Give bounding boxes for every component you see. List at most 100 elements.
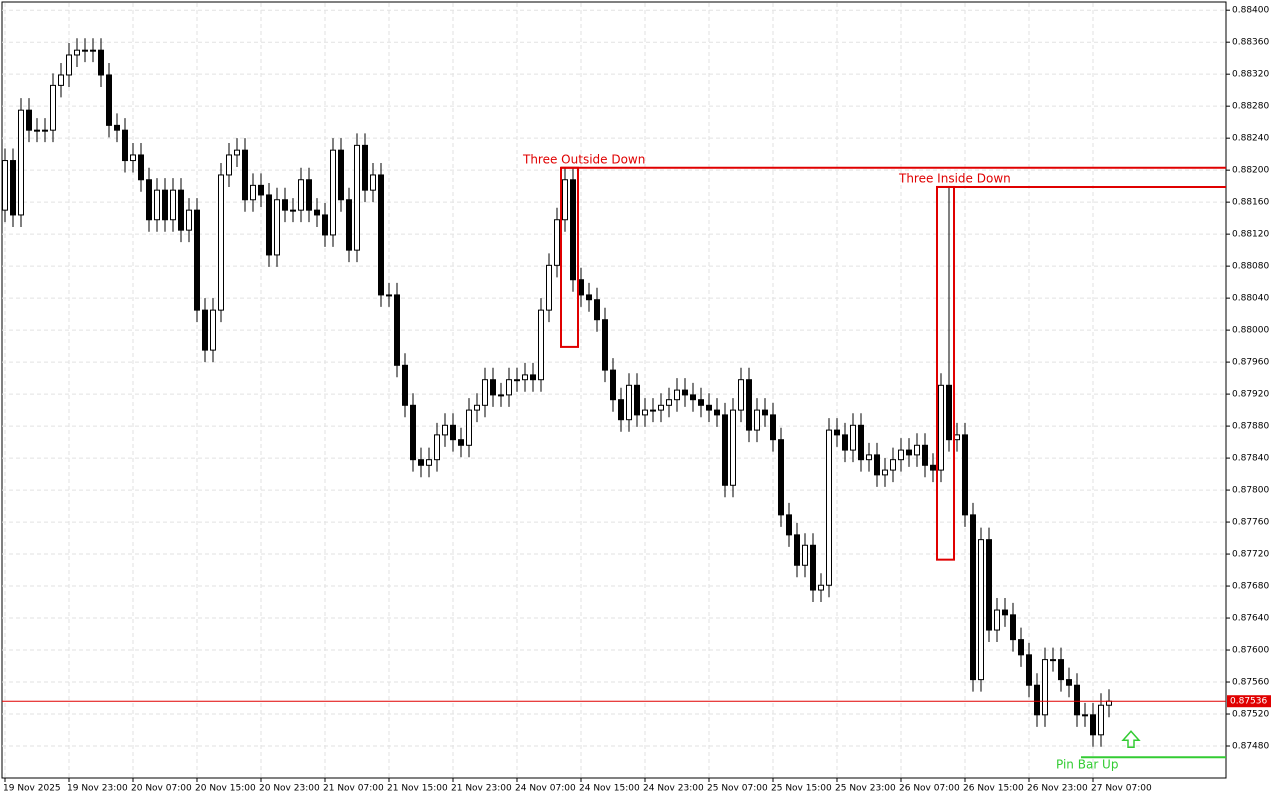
candle-body (1090, 714, 1096, 736)
candle-body (882, 469, 888, 476)
candle-body (658, 404, 664, 411)
candle-body (714, 409, 720, 416)
candle-body (418, 459, 424, 466)
candle-body (850, 424, 856, 451)
candle-body (82, 49, 88, 52)
candle-body (234, 149, 240, 156)
pattern-label: Pin Bar Up (1056, 758, 1118, 772)
candle-body (490, 379, 496, 396)
pattern-arrow (1121, 730, 1141, 748)
candle-body (674, 389, 680, 401)
y-tick-label: 0.87840 (1232, 454, 1269, 464)
candle-body (322, 214, 328, 236)
candle-body (978, 539, 984, 681)
candle-body (386, 294, 392, 297)
candle-body (1026, 654, 1032, 686)
pattern-box (936, 185, 955, 561)
candle-body (554, 219, 560, 266)
x-tick-label: 26 Nov 15:00 (963, 784, 1024, 794)
candle-body (986, 539, 992, 631)
candle-body (354, 144, 360, 251)
candle-body (530, 374, 536, 381)
candle-body (730, 409, 736, 486)
candle-body (90, 49, 96, 52)
candle-body (458, 439, 464, 446)
candle-body (634, 384, 640, 416)
y-tick-label: 0.87520 (1232, 710, 1269, 720)
candle-body (586, 294, 592, 301)
candle-body (330, 149, 336, 236)
x-tick-label: 20 Nov 15:00 (195, 784, 256, 794)
y-tick-label: 0.87560 (1232, 678, 1269, 688)
candle-body (378, 174, 384, 296)
candle-body (690, 394, 696, 401)
candle-body (930, 464, 936, 471)
candle-body (802, 544, 808, 566)
candle-body (1082, 714, 1088, 717)
candle-body (1042, 659, 1048, 716)
current-price-label: 0.87536 (1230, 697, 1267, 707)
x-tick-label: 25 Nov 15:00 (771, 784, 832, 794)
candle-body (202, 309, 208, 351)
candle-body (666, 399, 672, 406)
candle-body (346, 199, 352, 251)
candle-body (778, 439, 784, 516)
x-tick-label: 20 Nov 23:00 (259, 784, 320, 794)
candle-body (970, 514, 976, 681)
x-tick-label: 19 Nov 2025 (3, 784, 61, 794)
candle-body (506, 379, 512, 396)
candle-body (18, 109, 24, 216)
pattern-box (560, 166, 579, 348)
candle-body (914, 444, 920, 456)
y-tick-label: 0.87720 (1232, 550, 1269, 560)
candle-body (562, 179, 568, 221)
x-tick-label: 26 Nov 07:00 (899, 784, 960, 794)
candle-body (602, 319, 608, 371)
candle-body (818, 584, 824, 591)
candle-body (10, 160, 16, 216)
candle-body (2, 160, 8, 211)
candle-body (138, 154, 144, 181)
y-tick-label: 0.87600 (1232, 646, 1269, 656)
candle-body (874, 454, 880, 476)
candle-body (210, 309, 216, 351)
candle-body (106, 74, 112, 126)
candle-body (546, 264, 552, 311)
pattern-label: Three Outside Down (522, 152, 645, 166)
candle-body (906, 449, 912, 456)
candle-body (42, 129, 48, 132)
candle-body (610, 369, 616, 401)
candle-body (450, 424, 456, 441)
candle-body (242, 149, 248, 201)
y-tick-label: 0.88400 (1232, 6, 1269, 16)
candle-body (1018, 639, 1024, 656)
x-tick-label: 21 Nov 23:00 (451, 784, 512, 794)
candle-body (162, 189, 168, 221)
x-tick-label: 24 Nov 07:00 (515, 784, 576, 794)
candle-body (578, 279, 584, 296)
candle-body (258, 184, 264, 196)
candle-body (498, 394, 504, 397)
candle-body (1034, 684, 1040, 716)
y-tick-label: 0.87680 (1232, 582, 1269, 592)
candle-body (130, 154, 136, 162)
candle-body (746, 379, 752, 431)
candle-body (226, 154, 232, 176)
y-tick-label: 0.88320 (1232, 70, 1269, 80)
candle-body (154, 189, 160, 221)
candle-body (618, 399, 624, 421)
candle-body (522, 374, 528, 381)
candle-body (810, 544, 816, 591)
grid (2, 3, 1226, 778)
candle-body (698, 399, 704, 406)
candle-body (538, 309, 544, 381)
x-tick-label: 25 Nov 23:00 (835, 784, 896, 794)
candle-body (58, 74, 64, 86)
candle-body (426, 459, 432, 466)
candle-body (394, 294, 400, 366)
y-tick-label: 0.88200 (1232, 166, 1269, 176)
x-tick-label: 24 Nov 15:00 (579, 784, 640, 794)
candle-body (34, 129, 40, 132)
y-tick-label: 0.87800 (1232, 486, 1269, 496)
y-tick-label: 0.88280 (1232, 102, 1269, 112)
